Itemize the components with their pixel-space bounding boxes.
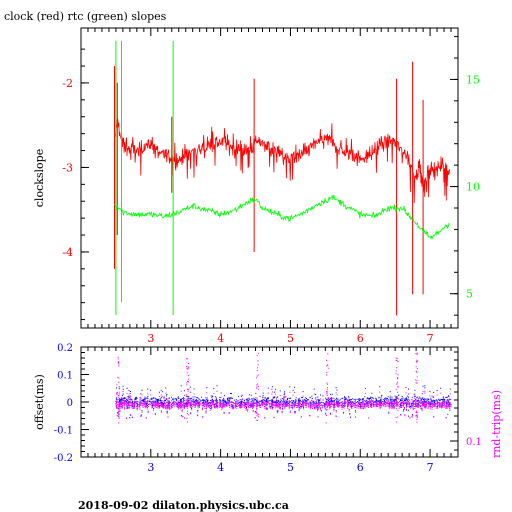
- series-layer: [115, 352, 452, 424]
- chart-offset-roundtrip: 3 4 5 6 7 0.2 0.1 0 -0.1 -0.2 0.1 offset(ms) rnd-t…: [33, 343, 503, 474]
- x-tick-label: 6: [357, 332, 364, 345]
- x-tick-label: 3: [147, 332, 154, 345]
- chart-clock-slopes: clock (red) rtc (green) slopes 3 4 5 6 7 -2 -3…: [4, 10, 480, 345]
- series-line: [114, 194, 450, 240]
- x-tick-label: 3: [147, 461, 154, 474]
- y-tick-label: -4: [62, 246, 73, 259]
- y-tick-label: -0.2: [54, 453, 73, 464]
- y-tick-label-right: 5: [466, 288, 473, 301]
- axes-layer: 3 4 5 6 7 -2 -3 -4 15 10 5: [62, 28, 480, 345]
- y-axis-label: offset(ms): [33, 374, 46, 430]
- x-tick-label: 4: [217, 461, 224, 474]
- y-tick-label: 0.1: [57, 371, 73, 382]
- y-tick-label: -2: [62, 77, 73, 90]
- x-tick-label: 5: [287, 332, 294, 345]
- x-tick-label: 7: [427, 332, 434, 345]
- y-tick-label: -0.1: [54, 426, 73, 437]
- y-tick-label-right: 15: [466, 73, 480, 86]
- chart-title: clock (red) rtc (green) slopes: [4, 10, 167, 23]
- y-tick-label: 0: [67, 398, 73, 409]
- plot-frame-top: [80, 27, 459, 329]
- x-tick-label: 4: [217, 332, 224, 345]
- x-tick-label: 6: [357, 461, 364, 474]
- x-tick-label: 5: [287, 461, 294, 474]
- footer-text: 2018-09-02 dilaton.physics.ubc.ca: [78, 499, 289, 512]
- y-axis-label-right: rnd-trip(ms): [490, 390, 503, 458]
- series-line: [114, 118, 450, 204]
- axes-layer: 3 4 5 6 7 0.2 0.1 0 -0.1 -0.2 0.1: [54, 343, 482, 474]
- y-tick-label: -3: [62, 161, 73, 174]
- x-tick-label: 7: [427, 461, 434, 474]
- y-tick-label: 0.2: [57, 343, 73, 354]
- y-axis-label: clockslope: [33, 149, 46, 207]
- y-tick-label-right: 0.1: [466, 437, 482, 448]
- scatter-points: [115, 352, 452, 424]
- y-tick-label-right: 10: [466, 181, 480, 194]
- series-layer: [114, 40, 450, 316]
